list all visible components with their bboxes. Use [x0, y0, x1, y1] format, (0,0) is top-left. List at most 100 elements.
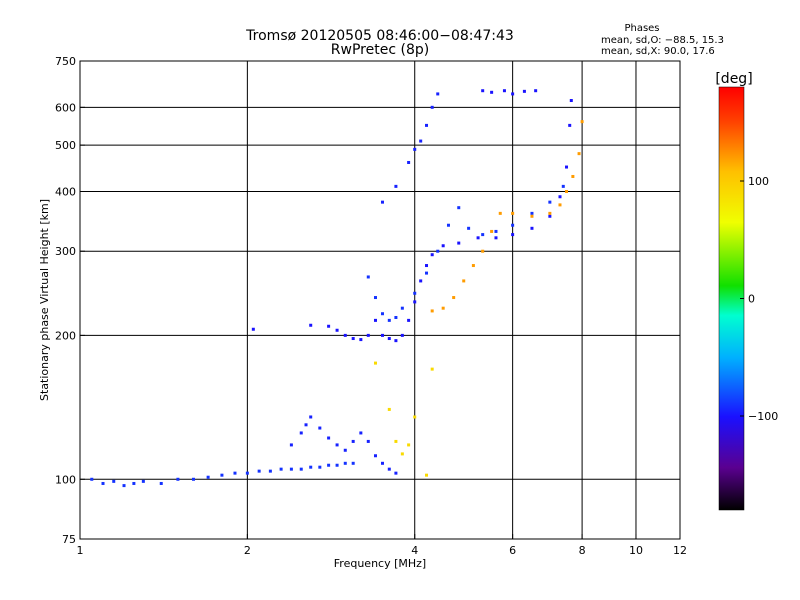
- data-point: [380, 461, 384, 465]
- data-point: [481, 249, 485, 253]
- data-point: [268, 469, 272, 473]
- data-point: [400, 306, 404, 310]
- data-point: [359, 431, 363, 435]
- data-point: [467, 226, 471, 230]
- data-point: [413, 415, 417, 419]
- data-point: [511, 223, 515, 227]
- data-point: [327, 436, 331, 440]
- data-point: [436, 92, 440, 96]
- data-point: [441, 244, 445, 248]
- data-point: [343, 333, 347, 337]
- chart-subtitle: RwPretec (8p): [331, 42, 429, 58]
- data-point: [380, 312, 384, 316]
- data-point: [90, 477, 94, 481]
- data-point: [309, 415, 313, 419]
- data-point: [251, 327, 255, 331]
- data-point: [304, 423, 308, 427]
- x-tick-label: 1: [77, 544, 84, 557]
- y-axis-ticks: 75 100 200 300 400 500 600 750: [55, 55, 85, 546]
- data-point: [351, 337, 355, 341]
- x-axis-label: Frequency [MHz]: [334, 557, 426, 570]
- data-point: [359, 338, 363, 342]
- data-point: [441, 306, 445, 310]
- data-point: [335, 328, 339, 332]
- data-point: [289, 443, 293, 447]
- plot-points: [90, 89, 584, 488]
- data-point: [413, 147, 417, 151]
- data-point: [112, 479, 116, 483]
- data-point: [511, 92, 515, 96]
- data-point: [176, 477, 180, 481]
- data-point: [380, 333, 384, 337]
- colorbar-tick-label: 100: [748, 175, 769, 188]
- data-point: [502, 89, 506, 93]
- data-point: [394, 339, 398, 343]
- data-point: [122, 484, 126, 488]
- y-axis-label: Stationary phase Virtual Height [km]: [38, 199, 51, 401]
- data-point: [245, 471, 249, 475]
- data-point: [387, 467, 391, 471]
- colorbar-ticks: 100 0 −100: [740, 175, 778, 423]
- data-point: [462, 279, 466, 283]
- data-point: [220, 473, 224, 477]
- x-tick-label: 4: [411, 544, 418, 557]
- data-point: [309, 323, 313, 327]
- data-point: [366, 275, 370, 279]
- data-point: [425, 123, 429, 127]
- colorbar-tick-label: −100: [748, 410, 778, 423]
- y-tick-label: 300: [55, 245, 76, 258]
- data-point: [565, 189, 569, 193]
- data-point: [580, 120, 584, 124]
- data-point: [366, 439, 370, 443]
- data-point: [351, 439, 355, 443]
- data-point: [419, 139, 423, 143]
- data-point: [101, 481, 105, 485]
- colorbar-label: [deg]: [715, 71, 752, 87]
- data-point: [494, 229, 498, 233]
- data-point: [490, 229, 494, 233]
- data-point: [206, 475, 210, 479]
- data-point: [413, 291, 417, 295]
- data-point: [494, 236, 498, 240]
- data-point: [141, 479, 145, 483]
- data-point: [413, 300, 417, 304]
- data-point: [400, 452, 404, 456]
- data-point: [191, 477, 195, 481]
- data-point: [394, 184, 398, 188]
- y-tick-label: 100: [55, 473, 76, 486]
- data-point: [335, 443, 339, 447]
- data-point: [457, 241, 461, 245]
- y-tick-label: 200: [55, 329, 76, 342]
- annotation-heading: Phases: [624, 23, 659, 34]
- data-point: [436, 249, 440, 253]
- data-point: [569, 99, 573, 103]
- x-tick-label: 6: [509, 544, 516, 557]
- y-tick-label: 500: [55, 139, 76, 152]
- data-point: [318, 426, 322, 430]
- data-point: [498, 211, 502, 215]
- data-point: [407, 318, 411, 322]
- data-point: [335, 463, 339, 467]
- x-tick-label: 2: [244, 544, 251, 557]
- data-point: [577, 152, 581, 156]
- annotation-line-x: mean, sd,X: 90.0, 17.6: [601, 46, 715, 57]
- data-point: [299, 431, 303, 435]
- data-point: [481, 89, 485, 93]
- data-point: [394, 439, 398, 443]
- x-tick-label: 12: [673, 544, 687, 557]
- data-point: [343, 461, 347, 465]
- plot-grid: [80, 61, 680, 539]
- data-point: [558, 203, 562, 207]
- data-point: [530, 211, 534, 215]
- data-point: [366, 333, 370, 337]
- colorbar: [718, 86, 745, 511]
- data-point: [387, 337, 391, 341]
- data-point: [490, 90, 494, 94]
- data-point: [387, 407, 391, 411]
- data-point: [318, 465, 322, 469]
- data-point: [548, 214, 552, 218]
- x-tick-label: 8: [579, 544, 586, 557]
- data-point: [530, 226, 534, 230]
- data-point: [373, 454, 377, 458]
- data-point: [327, 463, 331, 467]
